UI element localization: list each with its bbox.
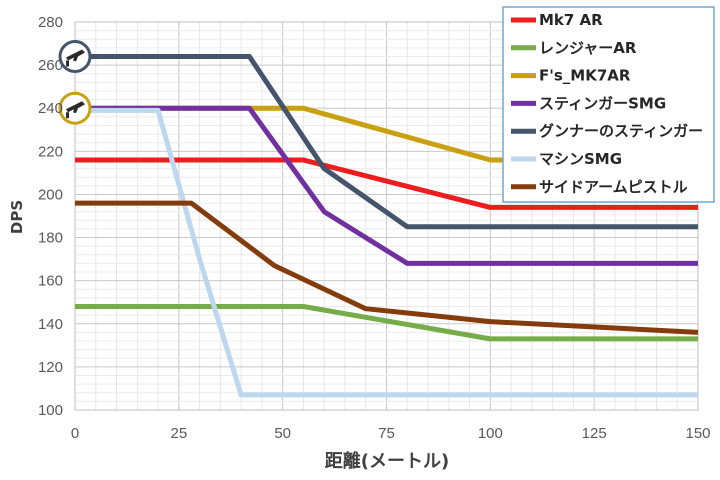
x-tick-label: 100 (478, 425, 503, 442)
y-tick-label: 220 (38, 143, 63, 160)
y-tick-label: 200 (38, 186, 63, 203)
x-axis-title: 距離(メートル) (325, 450, 449, 472)
x-tick-label: 75 (378, 425, 395, 442)
legend-label: マシンSMG (539, 150, 622, 168)
marker-layer (58, 39, 92, 125)
legend-label: グンナーのスティンガー (539, 122, 703, 140)
x-tick-label: 150 (685, 425, 710, 442)
y-tick-label: 260 (38, 57, 63, 74)
series-line-3 (75, 105, 698, 266)
y-axis-title: DPS (8, 200, 26, 234)
gun-icon (58, 39, 92, 73)
tick-layer: 0 25 50 75 100 125 150 100 120 140 160 180 200 220 240… (38, 14, 711, 442)
y-tick-label: 120 (38, 359, 63, 376)
y-tick-label: 180 (38, 230, 63, 247)
series-line-4 (75, 54, 698, 230)
plot-frame (74, 21, 699, 411)
y-tick-label: 160 (38, 273, 63, 290)
x-tick-label: 125 (582, 425, 607, 442)
legend-label: F's_MK7AR (539, 67, 631, 85)
x-tick-label: 50 (274, 425, 291, 442)
legend: Mk7 AR レンジャーAR F's_MK7AR スティンガーSMG グンナーのスティン… (502, 6, 715, 203)
y-tick-label: 280 (38, 14, 63, 31)
legend-label: Mk7 AR (539, 11, 603, 29)
series-line-6 (75, 200, 699, 335)
y-tick-label: 140 (38, 316, 63, 333)
legend-label: レンジャーAR (539, 39, 637, 57)
y-tick-label: 240 (38, 100, 63, 117)
y-tick-label: 100 (38, 402, 63, 419)
gun-icon (58, 91, 92, 125)
legend-label: サイドアームピストル (539, 178, 688, 196)
x-tick-label: 0 (71, 425, 79, 442)
legend-box (502, 6, 715, 203)
x-tick-label: 25 (170, 425, 187, 442)
series-line-5 (75, 107, 698, 398)
series-line-1 (75, 304, 698, 342)
series-line-0 (75, 157, 698, 210)
legend-label: スティンガーSMG (539, 94, 666, 112)
